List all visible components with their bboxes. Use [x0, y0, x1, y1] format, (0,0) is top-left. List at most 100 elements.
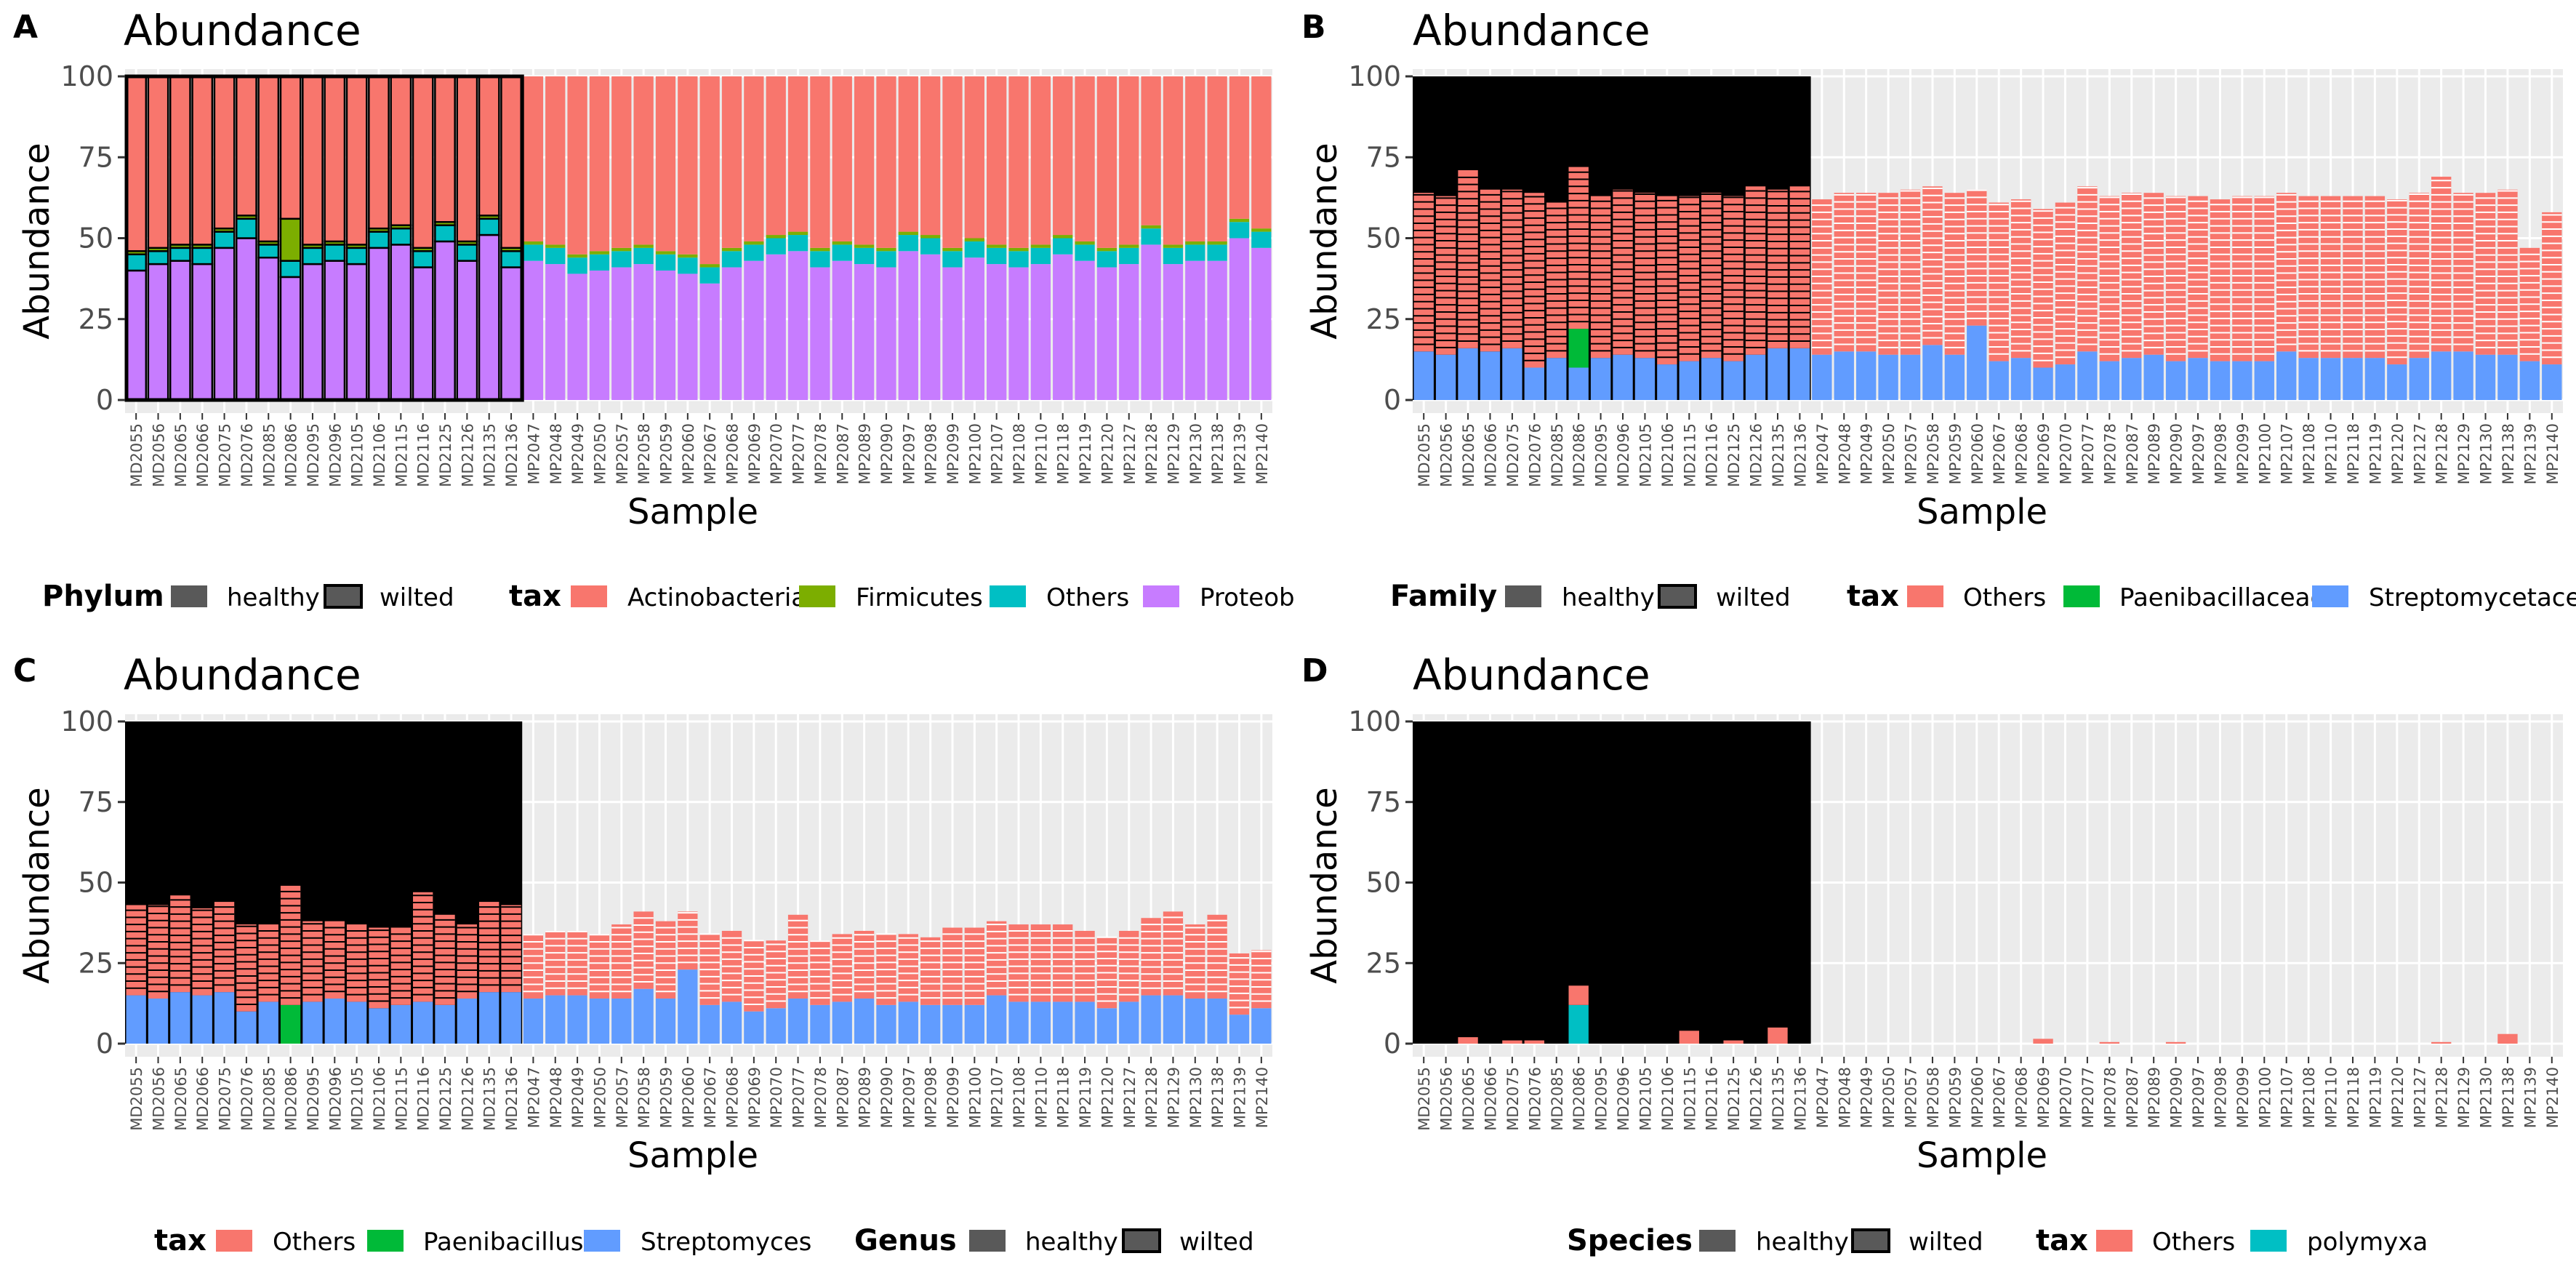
legend-swatch: [324, 584, 363, 609]
bar-others: [1789, 186, 1810, 348]
bar-others: [1458, 170, 1478, 348]
bar-others: [1413, 193, 1434, 352]
y-tick-label: 50: [79, 867, 113, 899]
x-tick-label: MP2047: [1814, 423, 1831, 484]
x-tick-label: MP2100: [966, 423, 984, 484]
bar-streptomyces: [413, 1001, 433, 1044]
bar-streptomycetaceae: [2387, 364, 2407, 400]
bar-firmicutes: [920, 235, 941, 239]
x-tick-label: MP2047: [1814, 1067, 1831, 1128]
bar-actinobacteria: [302, 75, 324, 246]
bar-proteobacteria: [876, 267, 896, 400]
bar-firmicutes: [898, 231, 918, 236]
bar-others: [302, 921, 323, 1002]
x-tick-label: MD2126: [459, 1067, 476, 1131]
bar-others: [1855, 193, 1877, 352]
bar-proteobacteria: [523, 260, 544, 400]
y-tick-label: 0: [96, 1028, 113, 1060]
x-tick-label: MD2125: [1725, 423, 1743, 487]
bar-proteobacteria: [1119, 264, 1139, 400]
x-tick-label: MP2127: [2411, 423, 2428, 484]
legend-swatch: [2063, 585, 2100, 607]
bar-others: [2077, 186, 2098, 352]
bar-streptomyces: [678, 969, 698, 1044]
bar-others: [1435, 196, 1456, 355]
bar-streptomycetaceae: [1590, 358, 1611, 400]
bar-others: [1701, 193, 1722, 359]
bar-others: [721, 251, 742, 268]
x-tick-label: MP2050: [591, 1067, 609, 1128]
bar-others: [678, 257, 698, 274]
bar-streptomyces: [920, 1004, 941, 1044]
x-tick-label: MD2106: [1659, 423, 1677, 487]
bar-others: [390, 227, 412, 246]
bar-proteobacteria: [169, 260, 191, 401]
x-tick-label: MP2138: [2500, 1067, 2517, 1128]
bar-proteobacteria: [500, 266, 522, 401]
bar-others: [854, 930, 875, 999]
bar-streptomyces: [987, 995, 1007, 1044]
legend-swatch: [990, 585, 1026, 607]
x-tick-label: MD2056: [151, 423, 168, 487]
bar-actinobacteria: [324, 75, 346, 243]
bar-actinobacteria: [721, 76, 742, 248]
bar-streptomycetaceae: [1524, 367, 1545, 400]
wilted-outline-block: [124, 74, 524, 402]
bar-proteobacteria: [744, 260, 764, 400]
bar-others: [125, 253, 148, 272]
bar-others: [412, 250, 434, 268]
bar-others: [1768, 189, 1788, 348]
bar-proteobacteria: [810, 267, 830, 400]
bar-proteobacteria: [678, 273, 698, 400]
bar-streptomyces: [787, 998, 808, 1044]
wilted-outline-block: [1413, 721, 1811, 1044]
legend-title: tax: [1847, 580, 1899, 613]
x-tick-label: MP2050: [591, 423, 609, 484]
legend-swatch: [1143, 585, 1179, 607]
x-tick-label: MP2107: [2279, 1067, 2296, 1128]
y-axis-label: Abundance: [17, 787, 57, 983]
bar-firmicutes: [633, 244, 654, 248]
legend-swatch: [1122, 1228, 1161, 1253]
x-tick-label: MP2128: [2433, 1067, 2451, 1128]
bar-firmicutes: [611, 247, 632, 252]
legend-title: Family: [1390, 580, 1497, 613]
bar-actinobacteria: [147, 75, 169, 249]
x-tick-label: MP2097: [2190, 1067, 2207, 1128]
bar-proteobacteria: [655, 271, 676, 400]
x-tick-label: MD2056: [1438, 423, 1456, 487]
legend-swatch: [2312, 585, 2348, 607]
bar-proteobacteria: [235, 237, 257, 401]
bar-others: [324, 921, 345, 999]
x-tick-label: MP2069: [746, 423, 763, 484]
bar-firmicutes: [523, 241, 544, 245]
legend-label: Others: [2152, 1228, 2235, 1257]
x-tick-label: MD2076: [1526, 1067, 1544, 1131]
bar-actinobacteria: [987, 76, 1007, 245]
bar-others: [898, 235, 918, 252]
bar-streptomycetaceae: [2077, 351, 2098, 400]
x-tick-label: MP2120: [2389, 423, 2407, 484]
bar-others: [2188, 196, 2208, 359]
x-tick-label: MP2138: [2500, 423, 2517, 484]
bar-others: [147, 250, 169, 265]
bar-actinobacteria: [1185, 76, 1205, 241]
bar-streptomycetaceae: [1679, 361, 1699, 400]
x-tick-label: MP2070: [768, 1067, 785, 1128]
bar-streptomycetaceae: [1480, 351, 1501, 400]
bar-proteobacteria: [412, 266, 434, 401]
y-tick-label: 75: [1366, 141, 1401, 173]
bar-streptomyces: [1251, 1008, 1272, 1044]
x-tick-label: MP2098: [923, 423, 940, 484]
bar-others: [2431, 1041, 2452, 1044]
bar-others: [2165, 1041, 2186, 1044]
bar-proteobacteria: [545, 264, 566, 400]
y-tick-label: 75: [79, 141, 113, 173]
x-tick-label: MP2120: [2389, 1067, 2407, 1128]
x-tick-label: MP2067: [702, 423, 719, 484]
x-tick-label: MP2069: [2035, 423, 2053, 484]
legend-label: healthy: [227, 583, 320, 612]
bar-actinobacteria: [279, 75, 302, 220]
bar-others: [567, 257, 587, 274]
